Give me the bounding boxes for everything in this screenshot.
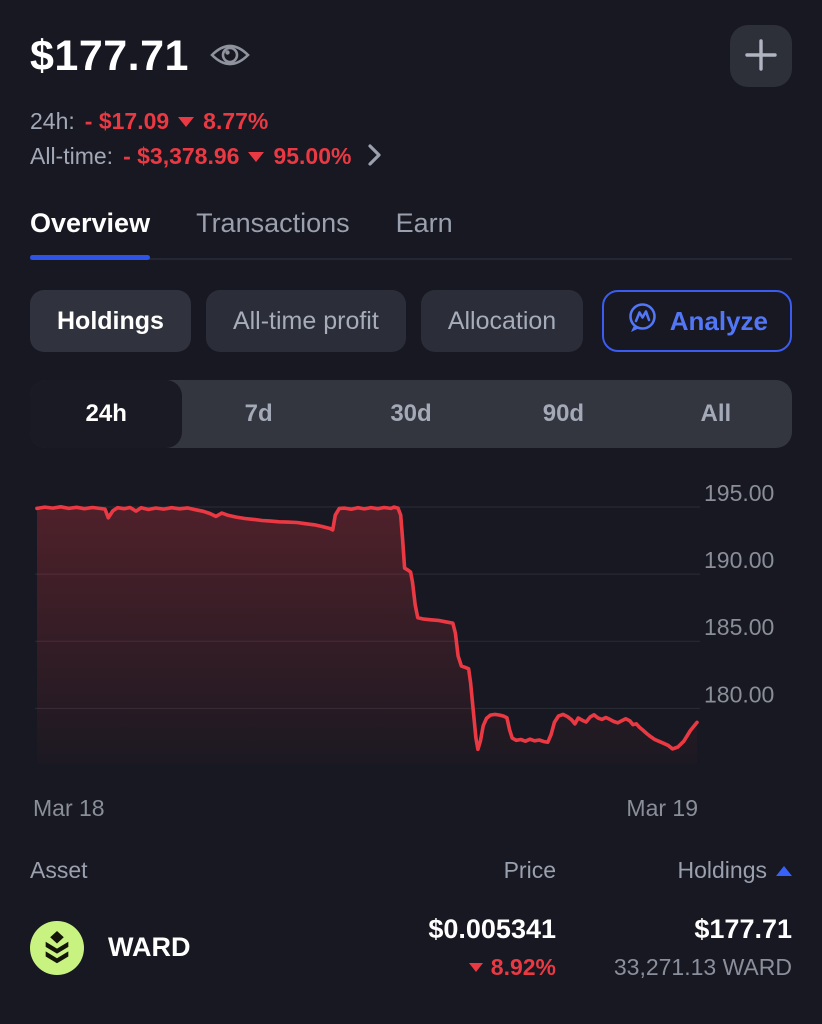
range-7d-button[interactable]: 7d bbox=[182, 380, 334, 448]
eye-icon bbox=[209, 40, 251, 73]
asset-symbol: WARD bbox=[108, 932, 191, 962]
asset-price-change: 8.92% bbox=[376, 954, 556, 981]
change-alltime-amount: - $3,378.96 bbox=[123, 143, 240, 169]
change-alltime-row[interactable]: All-time: - $3,378.96 95.00% bbox=[30, 139, 792, 174]
add-transaction-button[interactable] bbox=[730, 25, 792, 87]
holdings-table-header: Asset Price Holdings bbox=[30, 857, 792, 884]
alltime-details-button[interactable] bbox=[367, 143, 382, 170]
analyze-button[interactable]: Analyze bbox=[601, 290, 792, 352]
range-90d-button[interactable]: 90d bbox=[487, 380, 639, 448]
table-row-ward[interactable]: WARD $0.005341 8.92% $177.71 33,271.13 W… bbox=[30, 914, 792, 981]
change-alltime-label: All-time: bbox=[30, 143, 114, 169]
filter-allocation-button[interactable]: Allocation bbox=[420, 290, 584, 352]
price-cell: $0.005341 8.92% bbox=[376, 914, 556, 981]
x-label-start: Mar 18 bbox=[33, 794, 105, 821]
range-24h-button[interactable]: 24h bbox=[30, 380, 183, 448]
change-alltime-percent: 95.00% bbox=[273, 143, 352, 169]
down-triangle-icon bbox=[248, 151, 265, 162]
chart-series bbox=[35, 504, 699, 764]
plus-icon bbox=[744, 38, 778, 75]
filter-alltime-profit-button[interactable]: All-time profit bbox=[205, 290, 406, 352]
asset-change-percent: 8.92% bbox=[490, 954, 556, 980]
range-30d-button[interactable]: 30d bbox=[335, 380, 487, 448]
portfolio-balance: $177.71 bbox=[30, 31, 189, 80]
tab-overview[interactable]: Overview bbox=[30, 198, 151, 260]
time-range-selector: 24h 7d 30d 90d All bbox=[30, 380, 792, 448]
sort-by-holdings-header[interactable]: Holdings bbox=[677, 857, 768, 883]
chevron-right-icon bbox=[367, 143, 382, 170]
holdings-cell: $177.71 33,271.13 WARD bbox=[556, 914, 792, 981]
holdings-value: $177.71 bbox=[694, 914, 792, 944]
filter-holdings-button[interactable]: Holdings bbox=[30, 290, 191, 352]
y-tick-label: 185.00 bbox=[704, 614, 774, 640]
tab-transactions-label: Transactions bbox=[196, 208, 350, 238]
y-tick-label: 180.00 bbox=[704, 681, 774, 707]
portfolio-chart: 195.00 190.00 185.00 180.00 Mar 18 Mar 19 bbox=[0, 462, 822, 824]
ward-token-icon bbox=[30, 920, 84, 975]
asset-price: $0.005341 bbox=[428, 914, 556, 944]
chart-area-fill bbox=[37, 506, 697, 764]
balance-row: $177.71 bbox=[30, 0, 792, 87]
chart-area[interactable]: 195.00 190.00 185.00 180.00 bbox=[0, 462, 822, 792]
tab-earn[interactable]: Earn bbox=[396, 198, 453, 258]
analyze-chat-bubble-icon bbox=[626, 301, 659, 341]
tab-overview-label: Overview bbox=[30, 208, 151, 238]
toggle-balance-visibility-button[interactable] bbox=[209, 40, 251, 73]
x-label-end: Mar 19 bbox=[626, 794, 698, 821]
sort-by-price-header[interactable]: Price bbox=[503, 857, 556, 883]
sort-ascending-icon bbox=[776, 865, 792, 876]
change-24h-percent: 8.77% bbox=[203, 108, 269, 134]
change-summary: 24h: - $17.09 8.77% All-time: - $3,378.9… bbox=[30, 104, 792, 174]
sort-by-asset-header[interactable]: Asset bbox=[30, 857, 88, 883]
range-all-button[interactable]: All bbox=[640, 380, 792, 448]
change-24h-amount: - $17.09 bbox=[84, 108, 170, 134]
chart-price-line bbox=[35, 504, 699, 752]
change-24h-row: 24h: - $17.09 8.77% bbox=[30, 104, 792, 139]
y-tick-label: 190.00 bbox=[704, 547, 774, 573]
tab-transactions[interactable]: Transactions bbox=[196, 198, 350, 258]
asset-cell: WARD bbox=[30, 920, 376, 975]
analyze-label: Analyze bbox=[669, 305, 768, 336]
down-triangle-icon bbox=[178, 116, 195, 127]
portfolio-page: $177.71 24h: - $17.09 8. bbox=[0, 0, 822, 981]
view-filter-row: Holdings All-time profit Allocation Anal… bbox=[30, 290, 792, 352]
holdings-amount: 33,271.13 WARD bbox=[613, 954, 792, 980]
section-tabs: Overview Transactions Earn bbox=[30, 198, 792, 260]
chart-x-axis-labels: Mar 18 Mar 19 bbox=[0, 792, 822, 824]
y-tick-label: 195.00 bbox=[704, 480, 774, 506]
down-triangle-icon bbox=[468, 963, 483, 972]
change-24h-label: 24h: bbox=[30, 108, 75, 134]
chart-y-axis-labels: 195.00 190.00 185.00 180.00 bbox=[704, 480, 774, 707]
tab-earn-label: Earn bbox=[395, 208, 453, 238]
active-tab-underline bbox=[30, 255, 151, 260]
